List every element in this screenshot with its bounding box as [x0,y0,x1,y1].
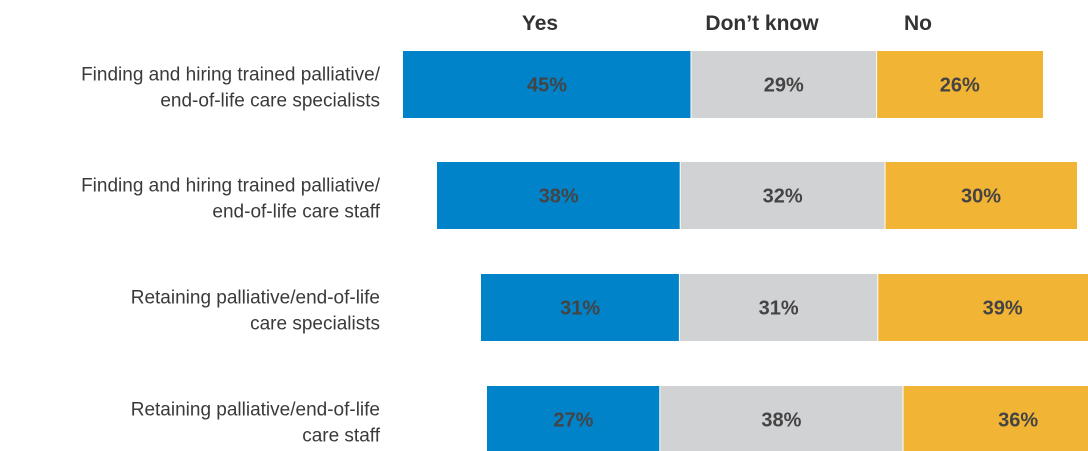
data-label: 27% [553,410,593,432]
category-label: end-of-life care specialists [160,91,380,112]
bar-row: 45% 29% 26% [403,51,1043,118]
category-label: Finding and hiring trained palliative/ [81,65,381,86]
data-label: 38% [539,186,579,208]
data-label: 26% [940,75,980,97]
category-label: Retaining palliative/end-of-life [131,288,380,309]
data-label: 32% [763,186,803,208]
data-label: 45% [527,75,567,97]
legend-headers: Yes Don’t know No [522,12,932,35]
data-label: 39% [983,298,1023,320]
data-label: 31% [759,298,799,320]
bar-row: 27% 38% 36% [487,386,1088,451]
legend-no: No [904,12,932,35]
data-label: 38% [761,410,801,432]
bar-rows: 45% 29% 26% 38% 32% 30% 31% 31% 39% 27% 38% 36% [403,51,1088,451]
category-labels: Finding and hiring trained palliative/en… [81,65,381,447]
bar-segment-no [903,386,1088,451]
category-label: care staff [302,426,381,447]
bar-row: 31% 31% 39% [481,274,1088,341]
legend-yes: Yes [522,12,558,35]
category-label: end-of-life care staff [212,202,380,223]
category-label: care specialists [250,314,380,335]
data-label: 36% [998,410,1038,432]
bar-row: 38% 32% 30% [437,162,1077,229]
data-label: 31% [560,298,600,320]
category-label: Finding and hiring trained palliative/ [81,176,381,197]
legend-don-t-know: Don’t know [705,12,819,35]
data-label: 29% [764,75,804,97]
data-label: 30% [961,186,1001,208]
category-label: Retaining palliative/end-of-life [131,400,380,421]
